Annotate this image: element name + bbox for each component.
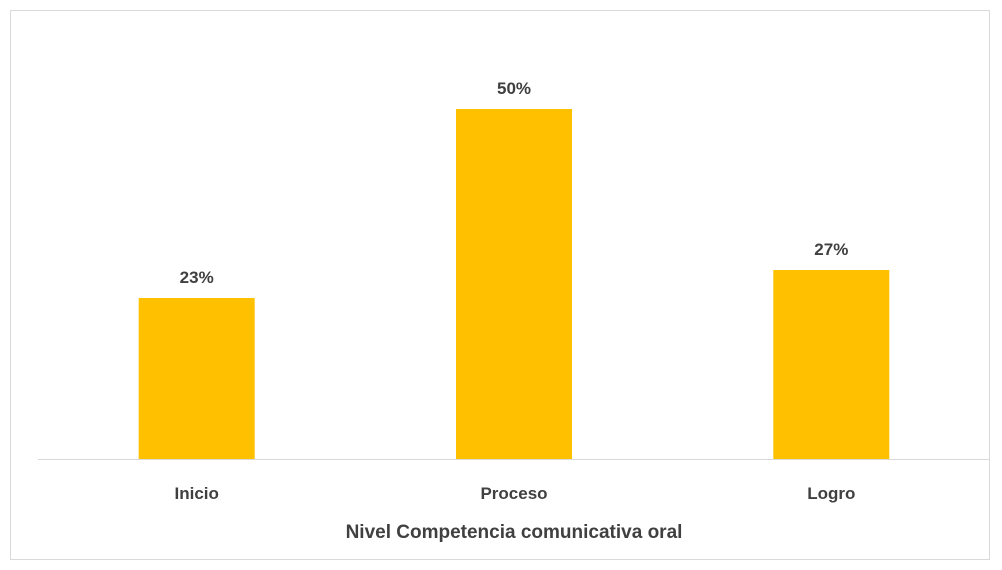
tick-labels-group: Inicio Proceso Logro xyxy=(174,484,855,503)
x-tick-label-inicio: Inicio xyxy=(174,484,218,503)
bar-logro xyxy=(773,270,890,459)
x-tick-label-logro: Logro xyxy=(807,484,855,503)
data-labels-group: 23% 50% 27% xyxy=(180,79,849,287)
data-label-inicio: 23% xyxy=(180,268,214,287)
data-label-proceso: 50% xyxy=(497,79,531,98)
x-axis-title: Nivel Competencia comunicativa oral xyxy=(346,522,683,543)
bar-proceso xyxy=(456,109,572,459)
bar-inicio xyxy=(138,298,255,459)
data-label-logro: 27% xyxy=(814,240,848,259)
x-tick-label-proceso: Proceso xyxy=(480,484,547,503)
bars-group xyxy=(138,109,890,459)
